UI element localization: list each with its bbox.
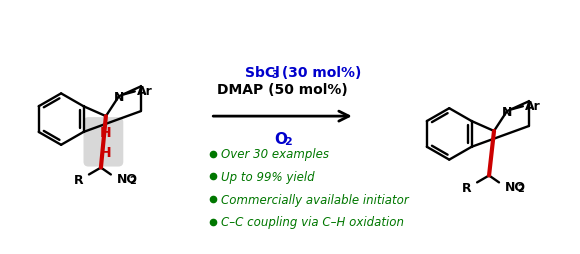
Text: (30 mol%): (30 mol%) (277, 65, 361, 79)
Text: C–C coupling via C–H oxidation: C–C coupling via C–H oxidation (222, 216, 404, 229)
Text: Up to 99% yield: Up to 99% yield (222, 170, 315, 183)
Text: O: O (274, 132, 288, 147)
FancyBboxPatch shape (84, 118, 124, 167)
Text: H: H (100, 125, 111, 139)
Text: N: N (502, 105, 512, 118)
Text: Commercially available initiator: Commercially available initiator (222, 193, 409, 206)
Text: 2: 2 (129, 176, 136, 186)
Text: Ar: Ar (137, 85, 153, 98)
Text: H: H (100, 145, 111, 159)
Text: SbCl: SbCl (245, 65, 280, 79)
Text: NO: NO (117, 172, 138, 185)
Text: 2: 2 (517, 184, 524, 194)
Text: Ar: Ar (525, 99, 541, 112)
Text: N: N (114, 90, 124, 103)
Text: Over 30 examples: Over 30 examples (222, 148, 329, 161)
Text: R: R (462, 181, 472, 194)
Text: 2: 2 (285, 137, 292, 147)
Text: R: R (74, 173, 84, 186)
Text: NO: NO (505, 180, 526, 193)
Text: DMAP (50 mol%): DMAP (50 mol%) (217, 83, 348, 97)
Text: 3: 3 (271, 70, 279, 80)
